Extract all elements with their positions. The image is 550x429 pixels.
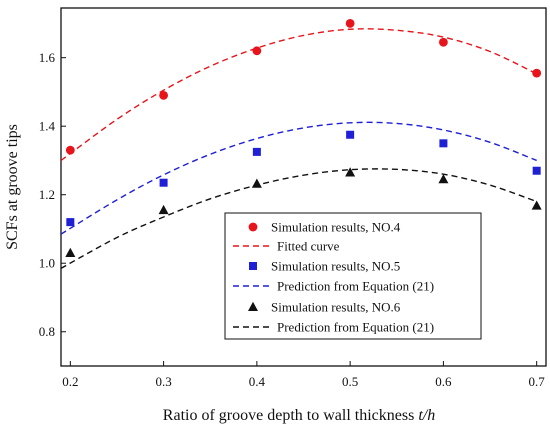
tick-marks: [61, 57, 538, 366]
x-tick-label: 0.4: [249, 374, 266, 389]
legend-label: Fitted curve: [277, 239, 340, 254]
legend-label: Simulation results, NO.6: [271, 300, 401, 315]
x-tick-label: 0.6: [435, 374, 452, 389]
fitted-curves: [61, 28, 537, 269]
legend-label: Simulation results, NO.5: [271, 259, 400, 274]
data-point-triangle: [345, 167, 356, 177]
data-point-square: [252, 147, 261, 156]
data-point-circle: [345, 19, 355, 28]
legend-items: Simulation results, NO.4 Fitted curve Simu…: [233, 220, 434, 335]
legend-marker-swatch: [248, 222, 258, 232]
x-tick-label: 0.3: [155, 374, 171, 389]
series-line-1: [61, 28, 537, 162]
x-tick-label: 0.2: [62, 374, 78, 389]
x-axis-title: Ratio of groove depth to wall thickness …: [163, 407, 435, 424]
series-line-3: [61, 121, 537, 235]
y-axis-title: SCFs at groove tips: [4, 124, 21, 250]
data-point-triangle: [438, 174, 449, 184]
data-point-square: [346, 130, 355, 139]
data-point-square: [532, 166, 541, 175]
y-tick-label: 1.4: [39, 119, 56, 134]
data-point-circle: [252, 46, 262, 56]
data-point-triangle: [65, 247, 76, 257]
x-tick-labels: 0.2 0.3 0.4 0.5 0.6 0.7: [62, 374, 545, 389]
data-point-triangle: [251, 178, 262, 188]
y-tick-label: 0.8: [39, 324, 55, 339]
legend-label: Simulation results, NO.4: [271, 220, 401, 235]
data-points: [65, 19, 542, 257]
y-tick-label: 1.0: [39, 256, 55, 271]
data-point-square: [439, 139, 448, 148]
legend-box: [224, 212, 482, 340]
data-point-triangle: [158, 204, 169, 215]
data-point-square: [66, 218, 75, 227]
data-point-triangle: [531, 200, 542, 210]
legend-marker-swatch: [248, 301, 258, 311]
plot-area: [60, 7, 547, 367]
x-tick-label: 0.5: [342, 374, 358, 389]
data-point-square: [159, 178, 168, 187]
data-point-circle: [65, 145, 75, 155]
data-point-circle: [532, 68, 542, 78]
legend-label: Prediction from Equation (21): [277, 279, 434, 294]
y-tick-label: 1.2: [39, 187, 55, 202]
legend: Simulation results, NO.4 Fitted curve Simu…: [224, 212, 482, 340]
data-point-circle: [159, 90, 168, 100]
x-axis-title-variable: t/h: [418, 407, 435, 424]
x-axis-title-main: Ratio of groove depth to wall thickness: [163, 407, 419, 424]
legend-label: Prediction from Equation (21): [277, 320, 434, 335]
data-point-circle: [439, 37, 448, 47]
x-tick-label: 0.7: [529, 374, 546, 389]
y-tick-label: 1.6: [39, 50, 56, 65]
legend-marker-swatch: [249, 262, 257, 270]
series-line-5: [61, 168, 537, 269]
y-tick-labels: 0.8 1.0 1.2 1.4 1.6: [39, 50, 56, 339]
